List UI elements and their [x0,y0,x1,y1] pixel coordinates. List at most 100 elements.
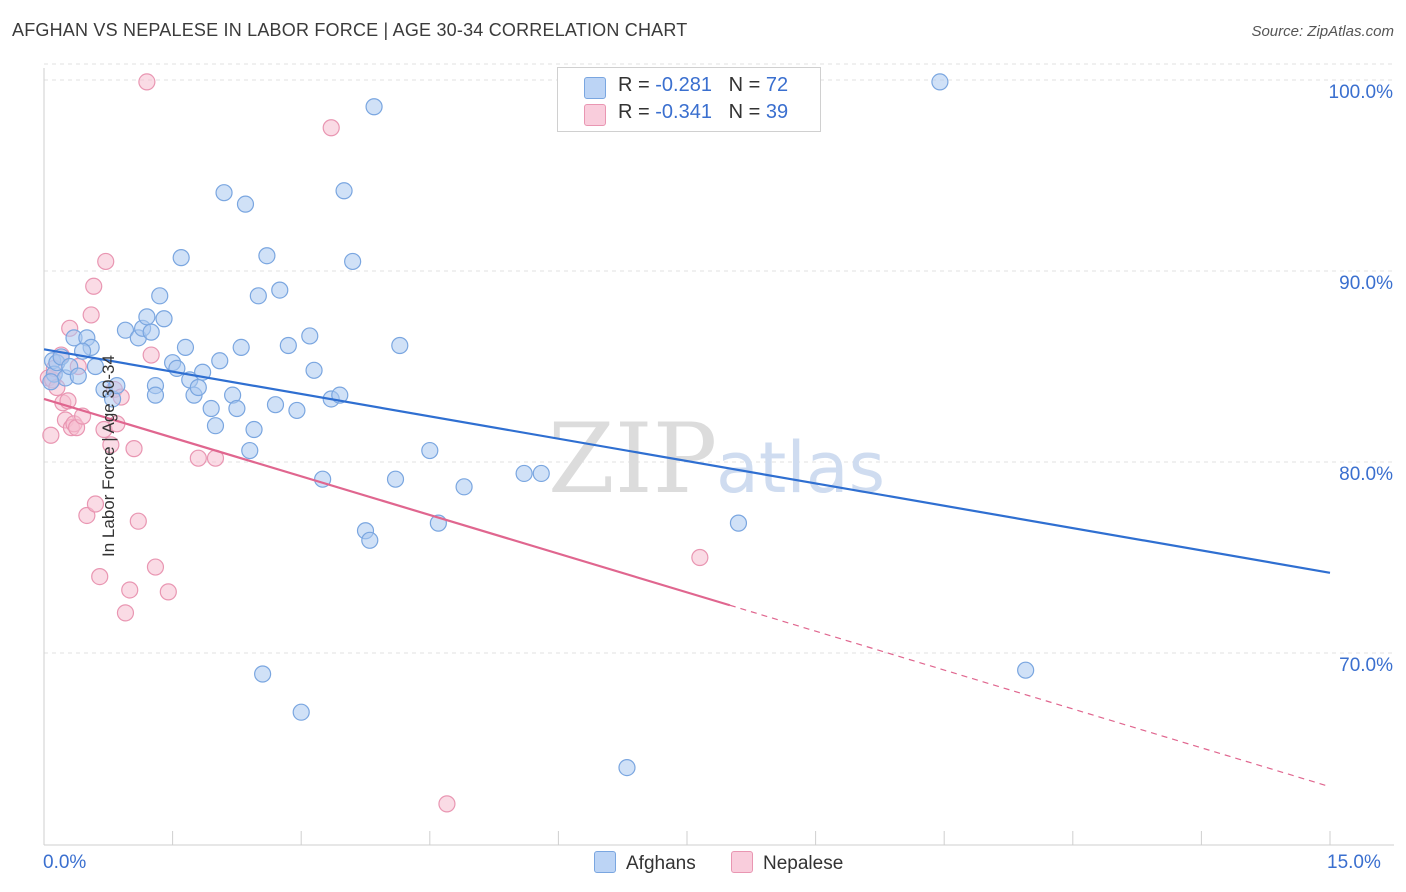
afghan-point [176,338,195,356]
nepalese-point [159,583,177,601]
legend-nepalese: Nepalese [731,851,843,875]
legend-n-value: 72 [765,74,789,96]
y-tick-label: 90.0% [1339,273,1393,294]
nepalese-point [691,548,709,567]
afghan-point [455,478,473,496]
afghan-point [292,703,310,721]
nepalese-point [121,581,139,599]
afghan-point [142,323,160,341]
nepalese-point [125,440,143,458]
afghan-point [254,665,272,683]
nepalese-point [91,567,109,586]
legend-r-value: -0.341 [655,101,712,123]
afghan-point [211,352,229,370]
nepalese-point [129,512,147,530]
legend-r-label: R = [618,101,656,123]
x-tick-label-min: 0.0% [43,852,87,873]
afghan-point [215,184,233,202]
afghan-point [288,401,306,420]
nepalese-point [138,73,156,91]
nepalese-point [116,604,135,622]
nepalese-point [78,506,96,525]
afghan-point [386,470,405,488]
afghan-point [241,441,259,460]
afghan-point [116,321,135,339]
afghan-point [108,377,126,395]
afghan-point [151,287,169,305]
afghan-point [271,281,289,299]
afghan-trend-line [43,348,1331,574]
nepalese-point [438,795,456,813]
legend-swatch-nepalese [584,104,606,126]
afghan-point [155,310,173,328]
nepalese-trend-line [43,397,731,607]
legend-label-afghans: Afghans [626,853,696,874]
nepalese-point [97,252,115,271]
x-tick-label-max: 15.0% [1327,852,1381,873]
afghan-point [266,396,285,414]
afghan-point [335,182,353,200]
legend-n-label: N = [728,74,766,96]
watermark-zip: ZIP [548,403,717,515]
afghan-point [138,308,156,326]
nepalese-point [102,436,120,454]
afghan-point [344,252,362,271]
afghan-point [421,441,439,460]
correlation-legend: R = -0.281 N = 72 R = -0.341 N = 39 [557,67,821,132]
legend-n-value: 39 [765,101,789,123]
source-label: Source: ZipAtlas.com [1251,23,1394,40]
nepalese-point [42,426,60,444]
legend-afghans: Afghans [594,851,696,875]
afghan-point [515,464,533,483]
legend-swatch-nepalese [731,851,753,873]
afghan-point [1017,661,1035,679]
y-tick-label: 100.0% [1329,82,1394,103]
afghan-point [42,373,60,391]
y-axis-label: In Labor Force | Age 30-34 [98,355,118,557]
gridlines [44,63,1394,654]
nepalese-point [82,306,100,324]
afghan-point [365,98,383,116]
legend-n-label: N = [728,101,766,123]
afghan-point [532,464,550,483]
nepalese-point [322,119,340,137]
nepalese-point [86,495,105,513]
afghan-point [236,195,255,213]
afghan-point [729,514,748,532]
afghan-point [301,327,319,345]
trend-lines [43,348,1331,788]
afghan-point [146,386,165,404]
afghan-point [258,247,276,265]
afghan-point [305,361,323,379]
y-tick-label: 70.0% [1339,655,1393,676]
legend-swatch-afghans [594,851,616,873]
chart-title: AFGHAN VS NEPALESE IN LABOR FORCE | AGE … [12,20,688,40]
nepalese-trend-extrapolation [729,604,1331,788]
nepalese-point [146,558,165,576]
legend-r-value: -0.281 [655,74,712,96]
legend-r-label: R = [618,74,656,96]
afghan-point [69,367,87,385]
afghan-point [279,336,297,355]
legend-swatch-afghans [584,77,606,99]
y-tick-labels: 70.0% 80.0% 90.0% 100.0% [1329,82,1394,676]
afghan-point [232,338,250,356]
afghan-point [618,758,636,777]
watermark-atlas: atlas [716,427,885,509]
y-tick-label: 80.0% [1339,464,1393,485]
afghan-point [391,336,409,355]
afghan-point [931,73,949,91]
legend-label-nepalese: Nepalese [763,853,844,874]
data-points [39,73,1035,813]
nepalese-point [142,346,160,364]
afghan-point [206,417,225,435]
afghan-point [202,399,220,418]
afghan-point [361,531,379,549]
nepalese-point [85,277,103,295]
nepalese-point [189,449,207,467]
afghan-point [172,249,190,267]
axes [43,68,1394,846]
afghan-point [249,287,267,305]
afghan-point [189,378,207,397]
